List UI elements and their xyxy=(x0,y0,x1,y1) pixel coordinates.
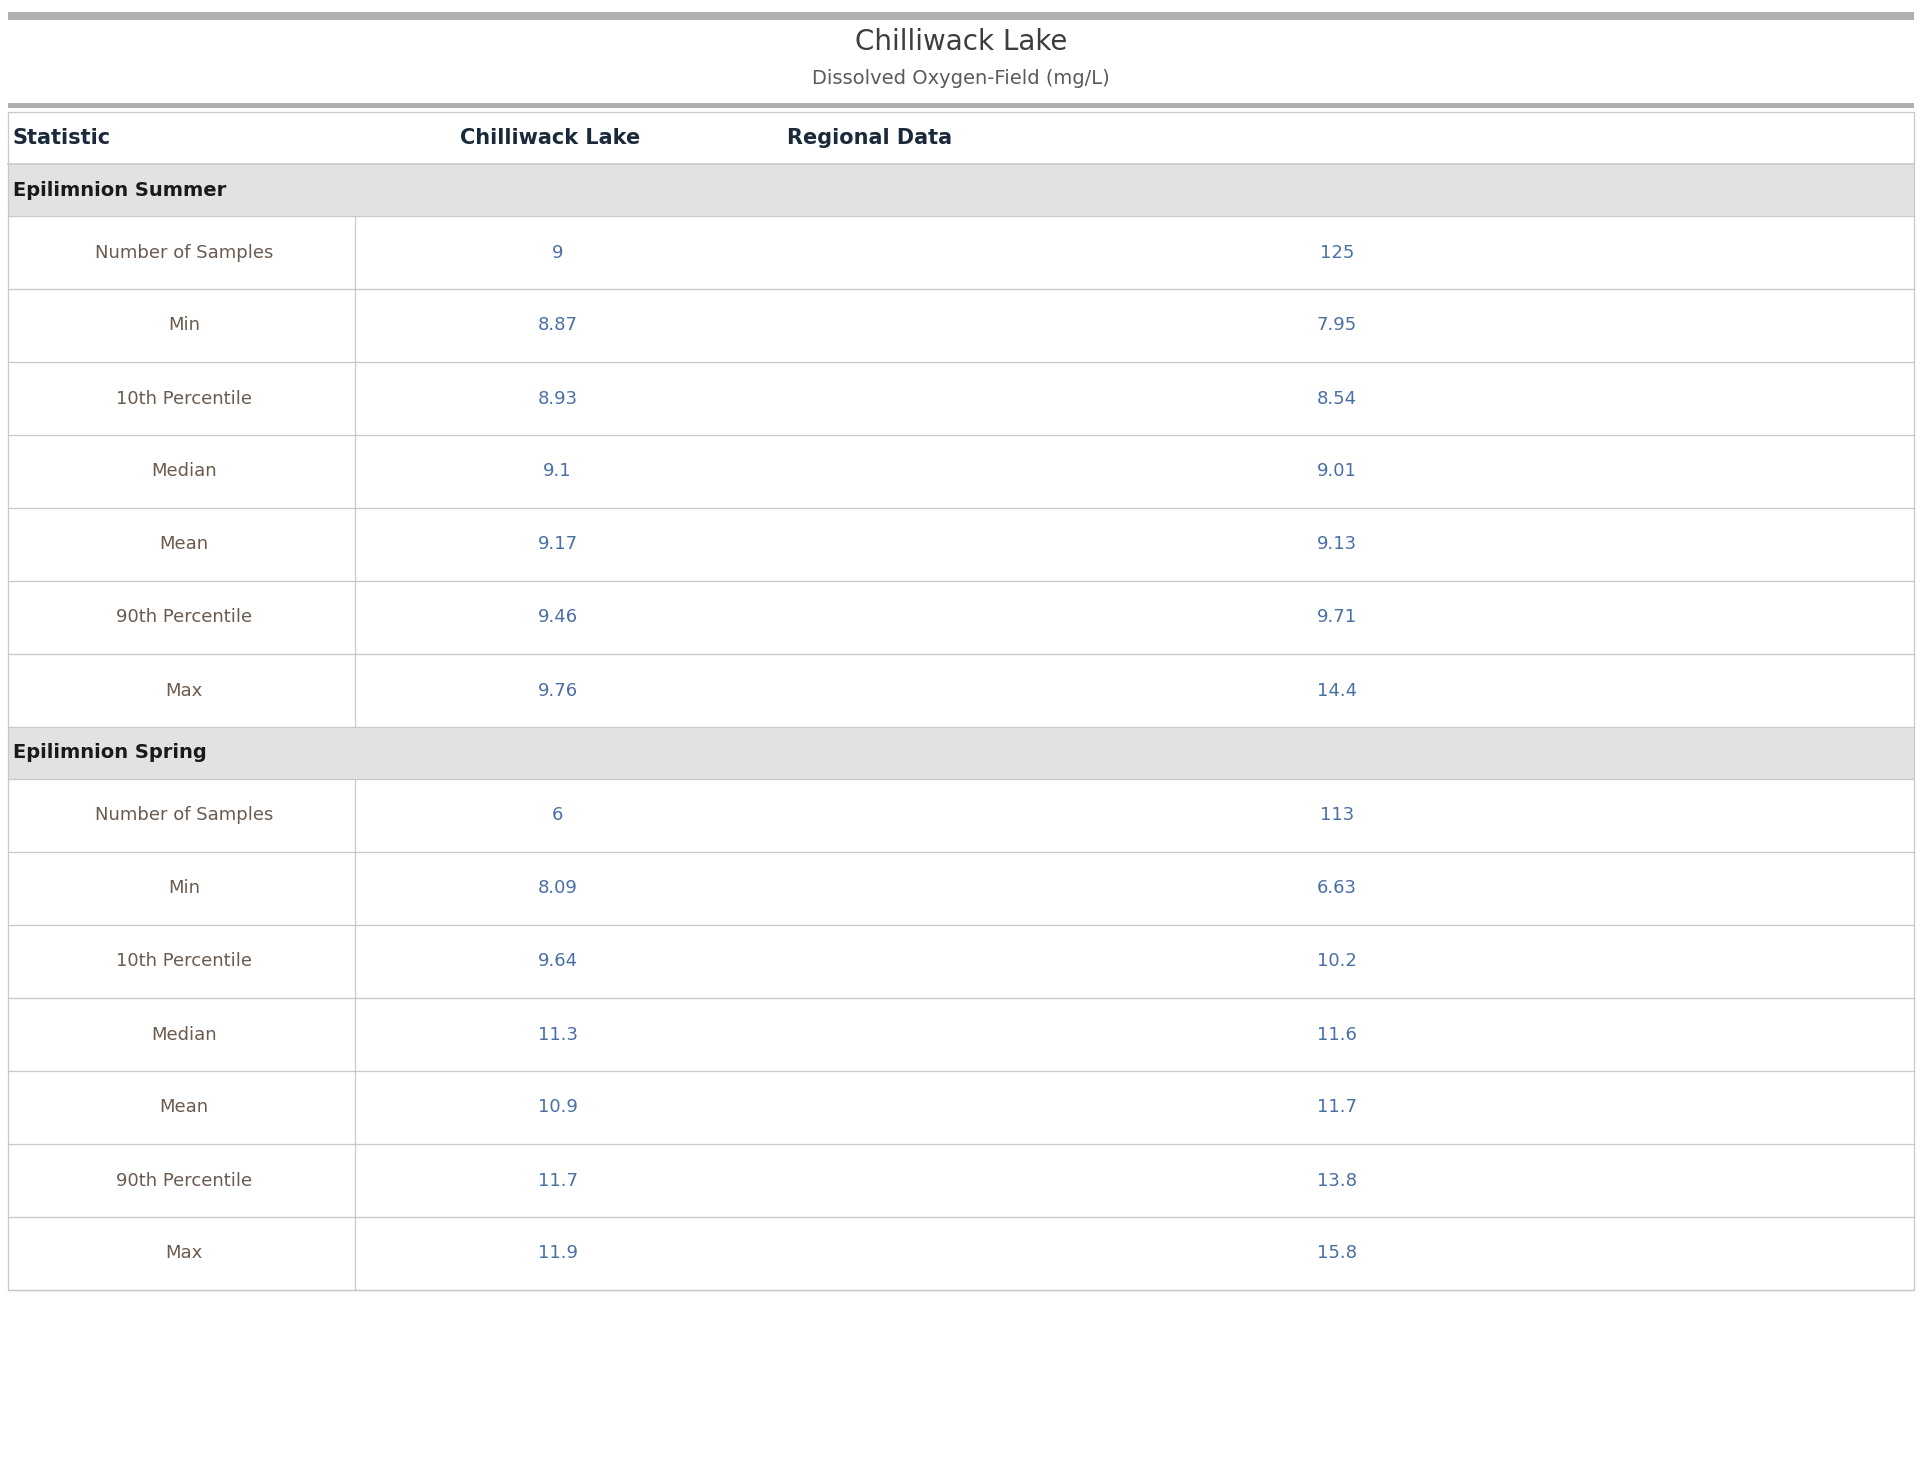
Text: 8.54: 8.54 xyxy=(1317,390,1357,407)
Text: Max: Max xyxy=(165,682,202,699)
Text: 8.93: 8.93 xyxy=(538,390,579,407)
Bar xyxy=(8,104,1914,108)
Bar xyxy=(8,1145,1914,1218)
Text: 15.8: 15.8 xyxy=(1317,1244,1357,1263)
Bar xyxy=(8,654,1914,727)
Bar xyxy=(8,112,1914,1291)
Text: 9.71: 9.71 xyxy=(1317,609,1357,626)
Text: 10th Percentile: 10th Percentile xyxy=(115,390,252,407)
Text: Chilliwack Lake: Chilliwack Lake xyxy=(855,28,1067,55)
Text: Number of Samples: Number of Samples xyxy=(94,806,273,825)
Text: Chilliwack Lake: Chilliwack Lake xyxy=(459,128,640,147)
Bar xyxy=(8,216,1914,289)
Bar xyxy=(8,289,1914,362)
Bar xyxy=(8,926,1914,999)
Bar xyxy=(8,164,1914,216)
Text: Epilimnion Spring: Epilimnion Spring xyxy=(13,743,208,762)
Text: 8.09: 8.09 xyxy=(538,879,577,898)
Text: 11.7: 11.7 xyxy=(538,1171,577,1190)
Text: 11.3: 11.3 xyxy=(538,1025,577,1044)
Bar xyxy=(8,112,1914,164)
Bar xyxy=(8,508,1914,581)
Text: 14.4: 14.4 xyxy=(1317,682,1357,699)
Bar xyxy=(8,1218,1914,1291)
Text: 11.7: 11.7 xyxy=(1317,1098,1357,1117)
Text: Dissolved Oxygen-Field (mg/L): Dissolved Oxygen-Field (mg/L) xyxy=(813,69,1109,88)
Text: Median: Median xyxy=(152,1025,217,1044)
Text: Epilimnion Summer: Epilimnion Summer xyxy=(13,181,227,200)
Bar xyxy=(8,853,1914,926)
Text: Mean: Mean xyxy=(160,536,209,553)
Text: 9.17: 9.17 xyxy=(538,536,579,553)
Bar xyxy=(8,727,1914,780)
Text: 7.95: 7.95 xyxy=(1317,317,1357,334)
Text: 6: 6 xyxy=(552,806,563,825)
Bar xyxy=(8,1072,1914,1145)
Text: Min: Min xyxy=(167,317,200,334)
Text: Median: Median xyxy=(152,463,217,480)
Text: 9.76: 9.76 xyxy=(538,682,579,699)
Text: 10.2: 10.2 xyxy=(1317,952,1357,971)
Text: Max: Max xyxy=(165,1244,202,1263)
Text: Regional Data: Regional Data xyxy=(788,128,953,147)
Text: Min: Min xyxy=(167,879,200,898)
Bar xyxy=(8,780,1914,853)
Text: 8.87: 8.87 xyxy=(538,317,577,334)
Text: 10th Percentile: 10th Percentile xyxy=(115,952,252,971)
Text: 90th Percentile: 90th Percentile xyxy=(115,1171,252,1190)
Bar xyxy=(8,435,1914,508)
Text: 9.01: 9.01 xyxy=(1317,463,1357,480)
Bar xyxy=(8,12,1914,20)
Text: 9: 9 xyxy=(552,244,563,261)
Text: 90th Percentile: 90th Percentile xyxy=(115,609,252,626)
Text: 9.13: 9.13 xyxy=(1317,536,1357,553)
Bar xyxy=(8,581,1914,654)
Text: 125: 125 xyxy=(1320,244,1355,261)
Text: 9.1: 9.1 xyxy=(544,463,573,480)
Text: 10.9: 10.9 xyxy=(538,1098,577,1117)
Text: Statistic: Statistic xyxy=(13,128,111,147)
Text: 6.63: 6.63 xyxy=(1317,879,1357,898)
Text: 13.8: 13.8 xyxy=(1317,1171,1357,1190)
Text: Mean: Mean xyxy=(160,1098,209,1117)
Text: 9.64: 9.64 xyxy=(538,952,579,971)
Bar xyxy=(8,362,1914,435)
Text: 113: 113 xyxy=(1320,806,1355,825)
Text: Number of Samples: Number of Samples xyxy=(94,244,273,261)
Text: 11.6: 11.6 xyxy=(1317,1025,1357,1044)
Bar xyxy=(8,999,1914,1072)
Text: 11.9: 11.9 xyxy=(538,1244,577,1263)
Text: 9.46: 9.46 xyxy=(538,609,579,626)
